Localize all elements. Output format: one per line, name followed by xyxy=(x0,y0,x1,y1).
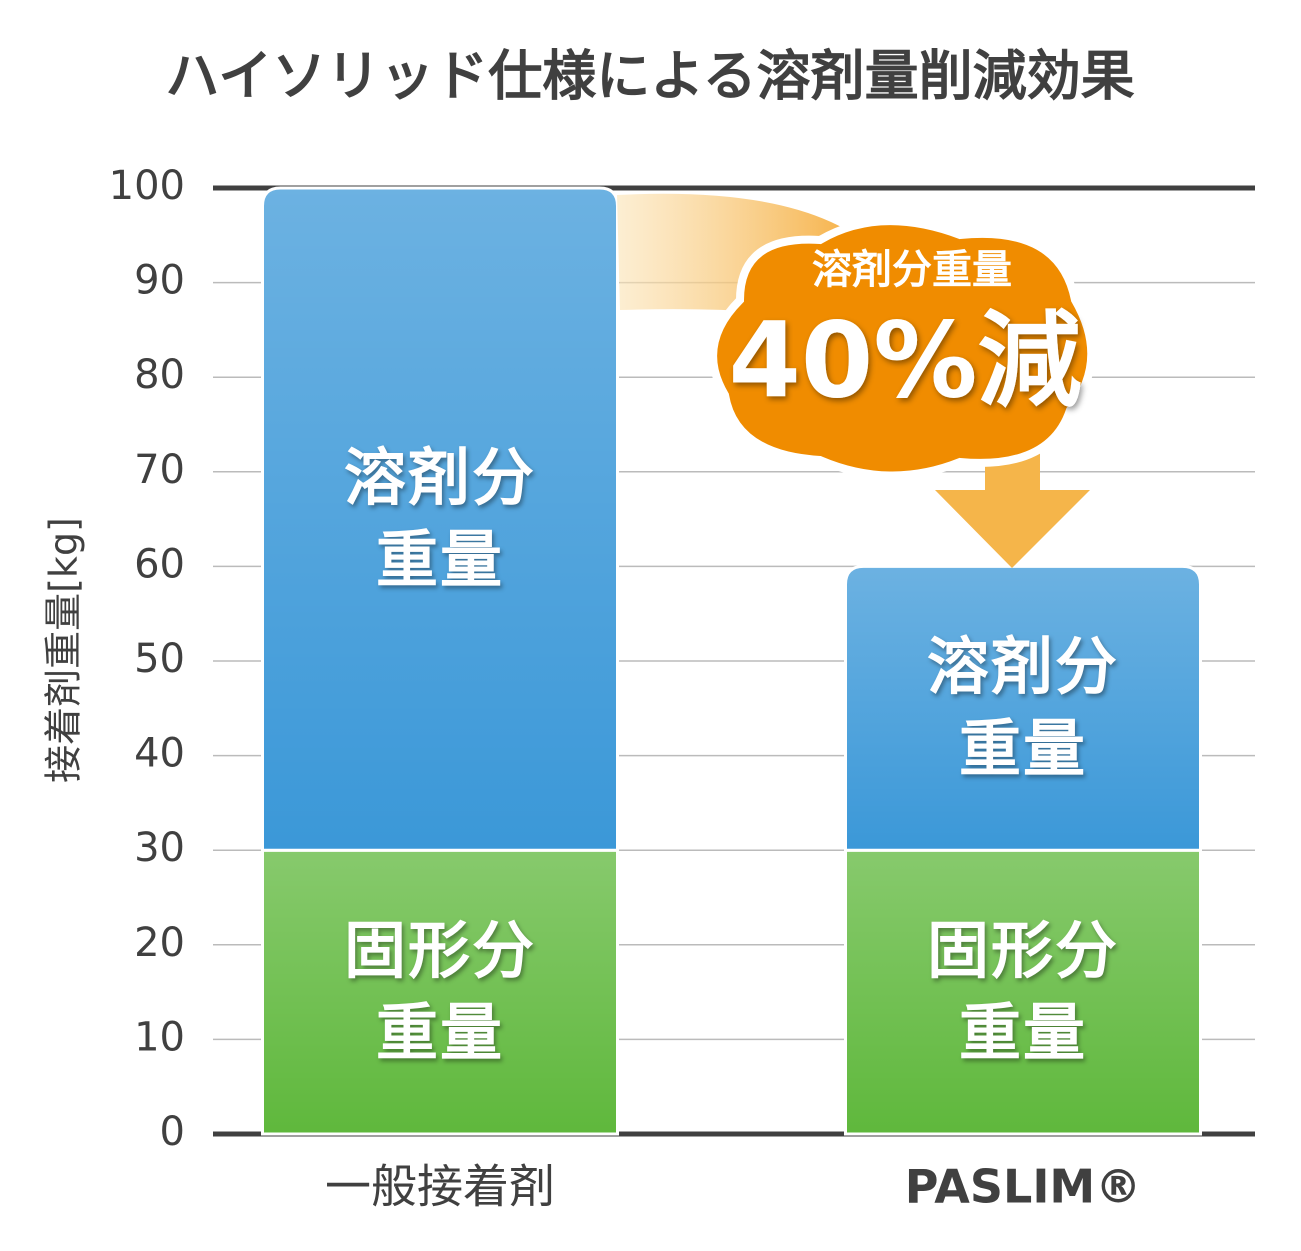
y-tick-label: 30 xyxy=(134,825,185,871)
y-tick-label: 0 xyxy=(160,1109,185,1155)
y-tick-label: 80 xyxy=(134,352,185,398)
y-tick-label: 40 xyxy=(134,731,185,777)
segment-label: 溶剤分重量 xyxy=(343,441,536,597)
bar-shine xyxy=(262,188,618,851)
chart-title: ハイソリッド仕様による溶剤量削減効果 xyxy=(165,45,1134,108)
y-tick-label: 60 xyxy=(134,541,185,587)
y-tick-label: 20 xyxy=(134,920,185,966)
x-tick-label: PASLIM® xyxy=(905,1160,1141,1214)
y-tick-label: 100 xyxy=(109,163,185,209)
bar-shine xyxy=(845,850,1201,1134)
annotation-text: 40%減 xyxy=(729,299,1082,421)
bar-shine xyxy=(262,850,618,1134)
y-axis-label: 接着剤重量[kg] xyxy=(42,517,86,783)
reduction-arrow-head xyxy=(935,420,1090,568)
y-tick-label: 50 xyxy=(134,636,185,682)
segment-label: 溶剤分重量 xyxy=(926,630,1119,786)
x-tick-label: 一般接着剤 xyxy=(325,1160,555,1214)
annotation-title: 溶剤分重量 xyxy=(812,247,1012,293)
y-tick-label: 90 xyxy=(134,258,185,304)
annotation-badge xyxy=(709,217,1096,480)
segment-label: 固形分重量 xyxy=(926,914,1119,1070)
segment-label: 固形分重量 xyxy=(343,914,536,1070)
bar-shine xyxy=(845,566,1201,851)
y-tick-label: 70 xyxy=(134,447,185,493)
y-tick-label: 10 xyxy=(134,1014,185,1060)
